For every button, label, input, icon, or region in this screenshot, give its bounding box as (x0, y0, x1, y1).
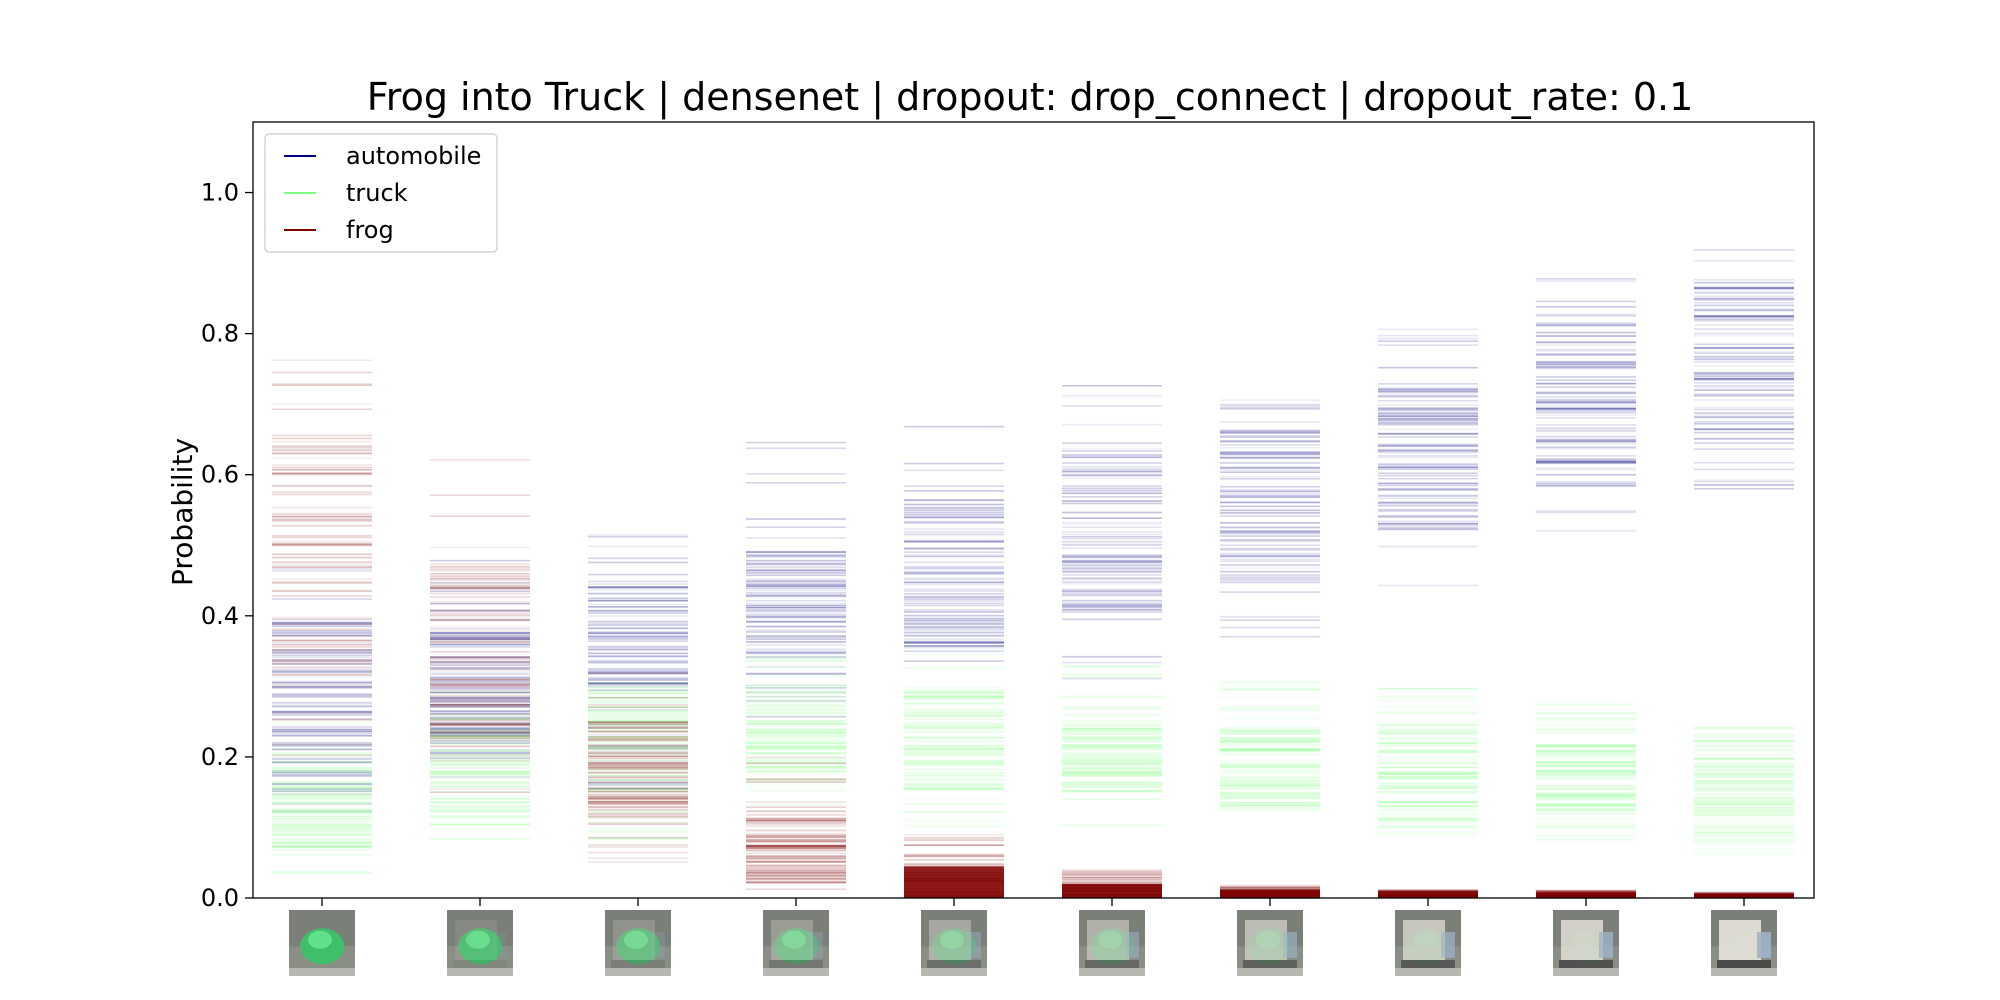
mark-frog-dense-9 (1536, 893, 1636, 898)
x-axis (289, 898, 1777, 976)
x-tick-image-6 (1079, 910, 1145, 976)
legend-label-automobile: automobile (346, 142, 481, 170)
mark-frog-dense-6 (1062, 883, 1162, 898)
y-axis: 0.0 0.2 0.4 0.6 0.8 1.0 (201, 179, 253, 912)
chart-marks (272, 248, 1794, 899)
x-tick-image-8 (1395, 910, 1461, 976)
mark-frog-dense-8 (1378, 893, 1478, 898)
x-tick-image-10 (1711, 910, 1777, 976)
chart-title: Frog into Truck | densenet | dropout: dr… (367, 75, 1694, 120)
series-truck (272, 646, 1794, 874)
y-tick-label-3: 0.6 (201, 461, 239, 489)
x-tick-image-4 (763, 910, 829, 976)
x-tick-image-2 (447, 910, 513, 976)
legend-label-truck: truck (346, 179, 408, 207)
mark-frog-dense-10 (1694, 895, 1794, 898)
series-automobile (272, 248, 1794, 813)
y-tick-label-0: 0.0 (201, 884, 239, 912)
legend: automobile truck frog (264, 133, 498, 253)
y-tick-label-5: 1.0 (201, 179, 239, 207)
plot-frame (252, 121, 1815, 899)
mark-frog-dense-5 (904, 866, 1004, 898)
legend-label-frog: frog (346, 216, 394, 244)
x-tick-image-3 (605, 910, 671, 976)
x-tick-image-9 (1553, 910, 1619, 976)
y-tick-label-2: 0.4 (201, 602, 239, 630)
x-tick-image-5 (921, 910, 987, 976)
legend-box (264, 133, 498, 253)
x-tick-image-7 (1237, 910, 1303, 976)
y-tick-label-1: 0.2 (201, 743, 239, 771)
mark-frog-dense-7 (1220, 890, 1320, 898)
y-axis-label: Probability (166, 438, 199, 586)
x-tick-image-1 (289, 910, 355, 976)
y-tick-label-4: 0.8 (201, 320, 239, 348)
